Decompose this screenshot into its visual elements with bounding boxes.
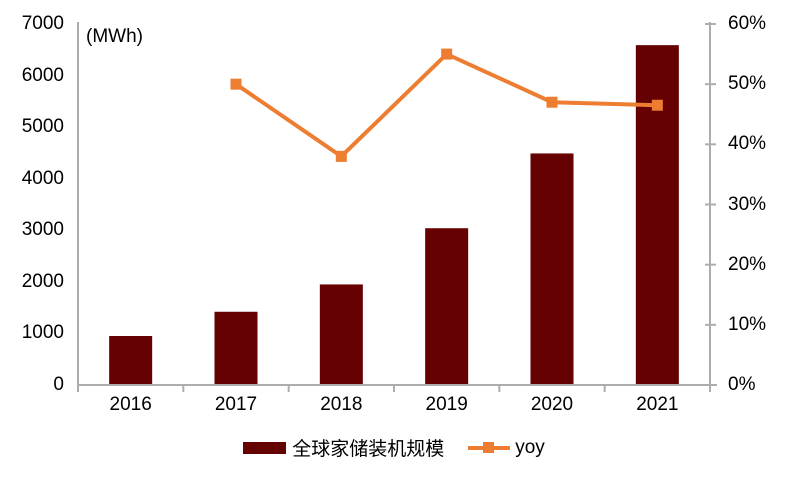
legend-bar-label: 全球家储装机规模 xyxy=(292,439,445,460)
bar-2017 xyxy=(214,311,258,385)
right-axis-tick-label: 50% xyxy=(728,73,767,95)
left-axis-tick-label: 4000 xyxy=(21,167,64,189)
right-axis-tick-label: 60% xyxy=(728,13,767,34)
x-axis-tick-label: 2019 xyxy=(425,394,468,415)
legend-line-marker-icon xyxy=(483,442,495,453)
yoy-marker-icon xyxy=(335,150,347,162)
x-axis-tick-label: 2017 xyxy=(214,394,258,415)
x-axis-tick-label: 2016 xyxy=(109,394,152,415)
legend-line-label: yoy xyxy=(515,436,545,458)
left-axis-tick-label: 2000 xyxy=(21,270,64,292)
x-axis-tick-label: 2021 xyxy=(636,394,679,415)
legend-bar-swatch xyxy=(243,441,287,454)
yoy-marker-icon xyxy=(546,96,558,108)
yoy-marker-icon xyxy=(651,99,663,111)
right-axis-tick-label: 0% xyxy=(728,374,756,395)
left-axis-tick-label: 6000 xyxy=(21,64,64,86)
left-axis-unit-label: (MWh) xyxy=(86,26,143,47)
left-axis-tick-label: 5000 xyxy=(21,116,64,138)
right-axis-tick-label: 20% xyxy=(728,253,767,275)
x-axis-tick-label: 2018 xyxy=(320,394,363,415)
yoy-marker-icon xyxy=(230,78,242,90)
legend: 全球家储装机规模 yoy xyxy=(0,434,788,461)
legend-line-swatch xyxy=(468,441,511,454)
left-axis-tick-label: 3000 xyxy=(21,219,64,241)
bar-2016 xyxy=(109,336,153,385)
left-axis-tick-label: 1000 xyxy=(21,322,64,344)
right-axis-tick-label: 10% xyxy=(728,313,767,335)
bar-2020 xyxy=(530,153,574,385)
left-axis-tick-label: 0 xyxy=(53,374,64,395)
x-axis-tick-label: 2020 xyxy=(530,394,574,415)
bar-2019 xyxy=(425,228,469,385)
bar-2021 xyxy=(635,45,679,385)
right-axis-tick-label: 30% xyxy=(728,193,767,215)
right-axis-tick-label: 40% xyxy=(728,133,767,155)
left-axis-tick-label: 7000 xyxy=(21,13,64,34)
yoy-marker-icon xyxy=(441,48,453,60)
bar-2018 xyxy=(319,284,363,385)
yoy-line xyxy=(234,51,658,159)
